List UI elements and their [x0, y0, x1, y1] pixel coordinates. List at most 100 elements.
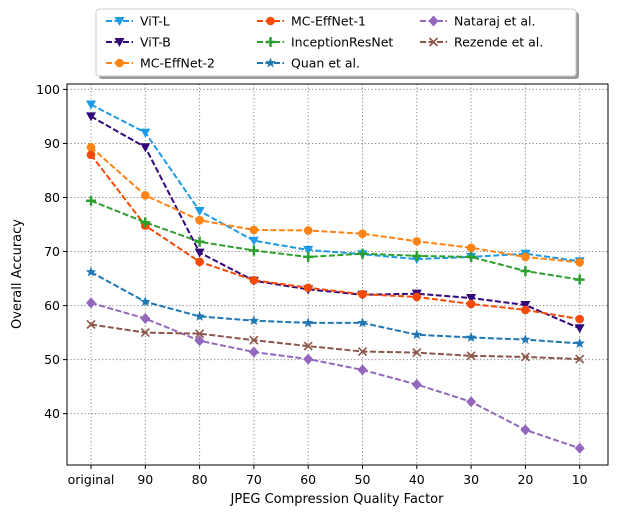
data-point	[303, 353, 314, 365]
legend-entry: ViT-B	[106, 35, 171, 50]
data-point	[521, 252, 530, 262]
series-line	[90, 103, 580, 263]
legend-label: ViT-B	[140, 35, 171, 50]
legend-entry: Rezende et al.	[420, 35, 543, 50]
data-point	[574, 442, 585, 454]
legend-marker	[265, 57, 276, 68]
data-point	[248, 236, 259, 246]
x-tick-label: 20	[517, 472, 533, 487]
x-axis-label: JPEG Compression Quality Factor	[230, 492, 445, 507]
data-point	[248, 245, 259, 256]
y-tick-label: 80	[44, 190, 60, 205]
data-point	[574, 337, 585, 348]
data-point	[466, 396, 477, 408]
data-point	[140, 217, 151, 228]
series-line	[90, 115, 581, 330]
data-point	[140, 128, 151, 138]
data-point	[86, 195, 96, 206]
legend-label: ViT-L	[140, 14, 170, 29]
legend-marker	[114, 17, 125, 26]
data-point	[411, 329, 423, 340]
data-point	[466, 251, 477, 262]
data-point	[465, 331, 477, 342]
legend-label: Nataraj et al.	[454, 14, 536, 29]
x-tick-label: 70	[246, 472, 262, 487]
data-point	[358, 289, 367, 299]
legend-label: Rezende et al.	[454, 35, 543, 50]
data-point	[303, 341, 313, 351]
legend-items: ViT-L ViT-B MC-EffNet-2 MC-EffNet-1 Inceptio…	[106, 14, 543, 71]
data-point	[195, 257, 204, 267]
series-line	[90, 146, 580, 264]
legend: ViT-L ViT-B MC-EffNet-2 MC-EffNet-1 Inceptio…	[95, 8, 579, 79]
x-tick-label: 90	[137, 472, 153, 487]
data-point	[85, 266, 97, 277]
series-line	[90, 154, 580, 321]
series-rezende-et-al	[86, 319, 585, 364]
y-tick-label: 40	[44, 406, 60, 421]
data-point	[141, 191, 150, 200]
data-point	[520, 334, 531, 345]
data-point	[303, 245, 314, 255]
legend-entry: MC-EffNet-1	[257, 14, 366, 29]
data-point	[466, 299, 476, 309]
data-point	[248, 315, 260, 326]
data-point	[195, 215, 204, 225]
x-axis: original 90 80 70 60 50 40 30 20 10	[68, 465, 588, 487]
series-quan-et-al	[85, 266, 585, 348]
data-point	[466, 351, 476, 361]
data-point	[86, 297, 96, 309]
y-axis: 40 50 60 70 80 90 100	[36, 82, 67, 421]
legend-entry: Quan et al.	[257, 56, 360, 71]
data-point	[86, 142, 96, 152]
series-nataraj-et-al	[86, 297, 585, 454]
x-tick-label: 80	[192, 472, 208, 487]
data-point	[86, 319, 96, 330]
legend-entry: InceptionResNet	[257, 35, 393, 50]
data-point	[520, 352, 530, 362]
data-point	[194, 335, 205, 347]
data-point	[195, 329, 205, 339]
data-point	[86, 150, 96, 160]
data-point	[412, 236, 422, 246]
legend-marker	[114, 38, 125, 47]
series-line	[90, 323, 580, 361]
legend-label: MC-EffNet-1	[291, 14, 366, 29]
legend-entry: Nataraj et al.	[420, 14, 536, 29]
series-layer	[85, 100, 585, 454]
legend-marker	[265, 37, 276, 47]
data-point	[303, 226, 313, 235]
data-point	[466, 243, 476, 253]
legend-marker	[115, 58, 124, 68]
data-point	[140, 313, 151, 325]
x-tick-label: 60	[300, 472, 316, 487]
data-point	[411, 250, 422, 261]
data-point	[303, 251, 314, 262]
x-tick-label: 10	[572, 472, 588, 487]
x-tick-label: 40	[409, 472, 425, 487]
y-tick-label: 50	[44, 352, 60, 367]
data-point	[520, 424, 531, 436]
series-mc-effnet-2	[86, 142, 584, 267]
grid	[67, 84, 608, 465]
data-point	[86, 100, 96, 110]
data-point	[411, 378, 422, 390]
x-tick-label: original	[68, 472, 115, 487]
y-tick-label: 100	[36, 82, 60, 97]
data-point	[574, 324, 585, 334]
series-inceptionresnet	[86, 195, 585, 285]
data-point	[140, 143, 151, 153]
data-point	[575, 354, 585, 364]
data-point	[357, 346, 368, 357]
series-line	[90, 301, 581, 450]
series-vit-l	[86, 100, 585, 267]
legend-marker	[428, 15, 439, 27]
data-point	[520, 301, 531, 311]
data-point	[249, 275, 259, 285]
series-line	[90, 271, 580, 345]
legend-entry: ViT-L	[106, 14, 170, 29]
data-point	[194, 236, 205, 247]
data-point	[521, 305, 530, 315]
legend-label: InceptionResNet	[291, 35, 393, 50]
data-point	[248, 346, 259, 358]
